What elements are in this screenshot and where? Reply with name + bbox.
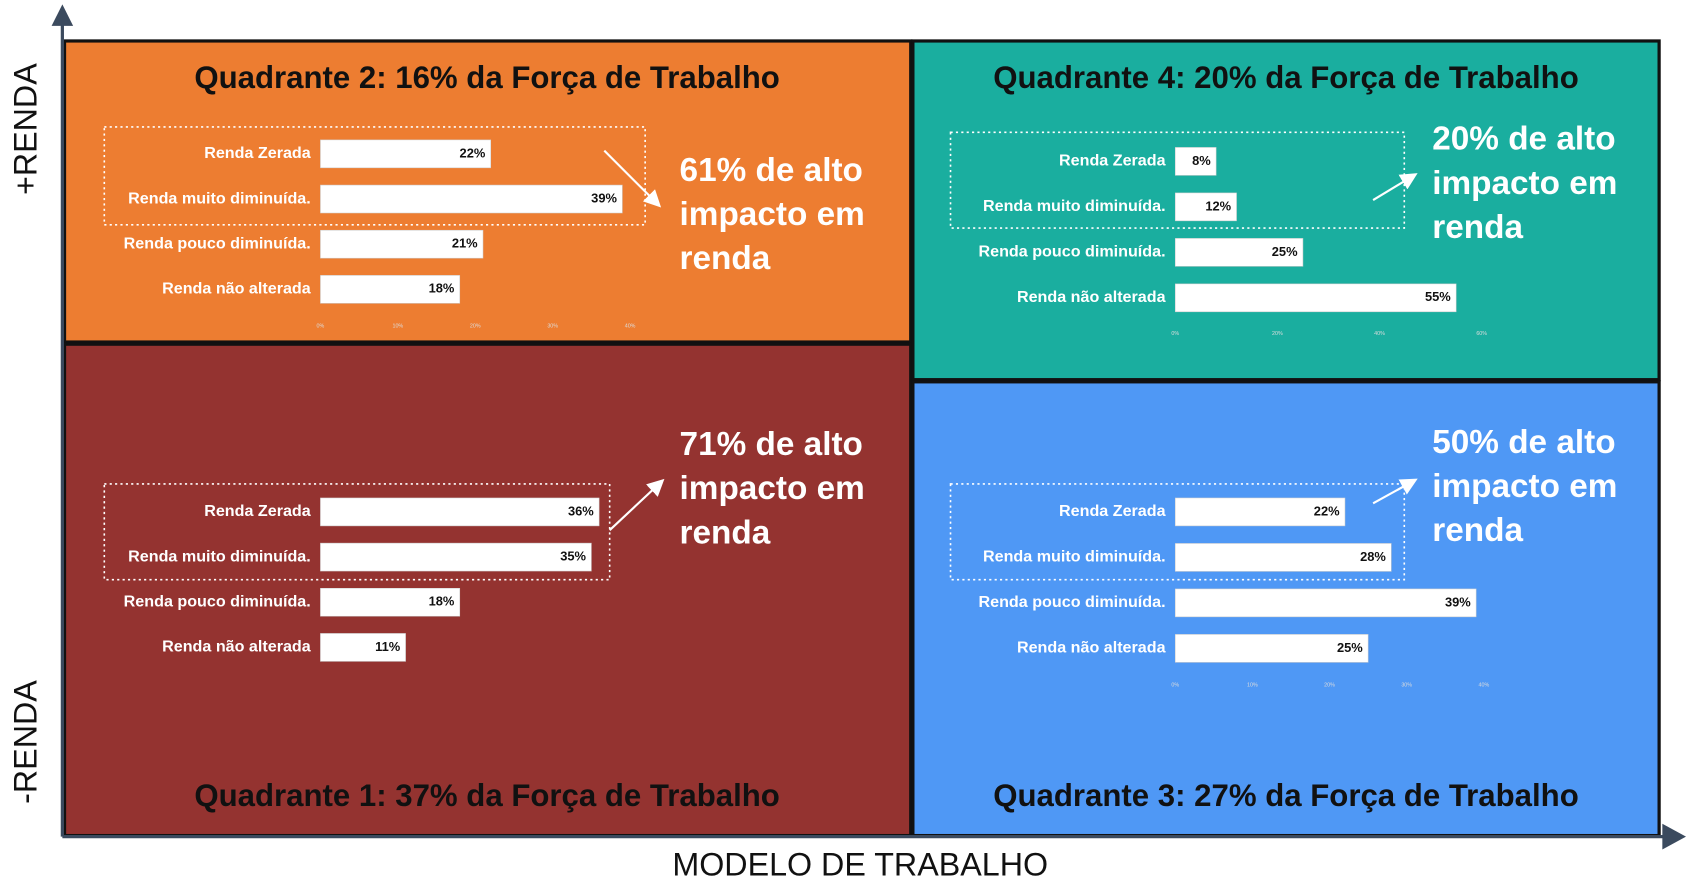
callout-arrow bbox=[1372, 173, 1418, 202]
value-label: 18% bbox=[429, 281, 455, 296]
value-label: 36% bbox=[568, 503, 594, 518]
value-label: 11% bbox=[375, 639, 401, 654]
callout-arrow bbox=[603, 149, 662, 208]
category-label: Renda Zerada bbox=[1059, 502, 1167, 520]
bar bbox=[320, 184, 623, 214]
bar bbox=[320, 633, 406, 662]
value-label: 18% bbox=[429, 594, 455, 609]
x-tick-label: 20% bbox=[1324, 682, 1335, 688]
bar bbox=[320, 275, 461, 304]
value-label: 39% bbox=[591, 190, 617, 205]
category-label: Renda pouco diminuída. bbox=[124, 593, 311, 611]
bar bbox=[1174, 634, 1369, 663]
bar bbox=[1174, 588, 1477, 618]
x-tick-label: 10% bbox=[1247, 682, 1258, 688]
x-tick-label: 40% bbox=[625, 323, 636, 329]
bar bbox=[1174, 497, 1346, 527]
highlight-box bbox=[949, 483, 1406, 581]
bar bbox=[1174, 192, 1237, 222]
category-label: Renda muito diminuída. bbox=[128, 547, 311, 565]
x-tick-label: 20% bbox=[470, 323, 481, 329]
x-tick-label: 40% bbox=[1478, 682, 1489, 688]
x-tick-label: 20% bbox=[1272, 331, 1283, 337]
category-label: Renda não alterada bbox=[162, 280, 312, 298]
highlight-box bbox=[103, 126, 646, 226]
bar bbox=[1174, 543, 1392, 572]
annotation: impacto em bbox=[680, 470, 865, 507]
category-label: Renda muito diminuída. bbox=[983, 548, 1166, 566]
category-label: Renda muito diminuída. bbox=[983, 197, 1166, 215]
bar bbox=[320, 542, 592, 572]
category-label: Renda Zerada bbox=[1059, 152, 1167, 170]
annotation: renda bbox=[680, 514, 771, 551]
annotation: renda bbox=[1432, 209, 1523, 246]
y-axis-arrow bbox=[51, 4, 74, 26]
value-label: 12% bbox=[1205, 198, 1231, 213]
x-tick-label: 0% bbox=[1171, 331, 1179, 337]
annotation: impacto em bbox=[1432, 165, 1617, 202]
value-label: 55% bbox=[1425, 289, 1451, 304]
quadrant-title: Quadrante 1: 37% da Força de Trabalho bbox=[194, 778, 780, 813]
category-label: Renda muito diminuída. bbox=[128, 189, 311, 207]
bar bbox=[320, 139, 492, 169]
value-label: 8% bbox=[1192, 153, 1211, 168]
category-label: Renda Zerada bbox=[204, 502, 312, 520]
highlight-box bbox=[103, 483, 611, 581]
x-tick-label: 30% bbox=[1401, 682, 1412, 688]
bar bbox=[1174, 147, 1217, 176]
category-label: Renda não alterada bbox=[162, 638, 312, 656]
x-tick-label: 40% bbox=[1374, 331, 1385, 337]
value-label: 25% bbox=[1272, 244, 1298, 259]
x-tick-label: 30% bbox=[547, 323, 558, 329]
bar bbox=[1174, 238, 1304, 267]
value-label: 28% bbox=[1360, 549, 1386, 564]
x-axis-label: MODELO DE TRABALHO bbox=[672, 846, 1048, 882]
callout-arrow bbox=[1372, 478, 1418, 505]
x-axis-arrow bbox=[1662, 823, 1686, 850]
annotation: impacto em bbox=[1432, 468, 1617, 505]
annotation: renda bbox=[1432, 512, 1523, 549]
bar bbox=[320, 229, 484, 259]
quadrant-title: Quadrante 2: 16% da Força de Trabalho bbox=[194, 60, 780, 95]
y-axis-bottom-label: -RENDA bbox=[7, 680, 43, 804]
x-tick-label: 10% bbox=[392, 323, 403, 329]
annotation: impacto em bbox=[680, 196, 865, 233]
y-axis-top-label: +RENDA bbox=[7, 63, 43, 195]
callout-arrow bbox=[608, 478, 665, 531]
value-label: 22% bbox=[460, 145, 486, 160]
value-label: 25% bbox=[1337, 640, 1363, 655]
annotation: renda bbox=[680, 240, 771, 277]
annotation: 20% de alto bbox=[1432, 121, 1615, 158]
quadrant bbox=[62, 342, 913, 838]
annotation: 71% de alto bbox=[680, 426, 863, 463]
category-label: Renda pouco diminuída. bbox=[124, 234, 311, 252]
category-label: Renda pouco diminuída. bbox=[979, 243, 1166, 261]
category-label: Renda Zerada bbox=[204, 144, 312, 162]
value-label: 21% bbox=[452, 236, 478, 251]
bar bbox=[320, 497, 600, 527]
quadrant bbox=[911, 39, 1661, 382]
value-label: 22% bbox=[1314, 503, 1340, 518]
x-tick-label: 0% bbox=[317, 323, 325, 329]
value-label: 35% bbox=[560, 548, 586, 563]
x-tick-label: 60% bbox=[1476, 331, 1487, 337]
bar bbox=[1174, 283, 1457, 313]
annotation: 50% de alto bbox=[1432, 424, 1615, 461]
category-label: Renda não alterada bbox=[1017, 288, 1167, 306]
category-label: Renda não alterada bbox=[1017, 639, 1167, 657]
annotation: 61% de alto bbox=[680, 152, 863, 189]
category-label: Renda pouco diminuída. bbox=[979, 593, 1166, 611]
quadrant-title: Quadrante 4: 20% da Força de Trabalho bbox=[993, 60, 1579, 95]
value-label: 39% bbox=[1445, 594, 1471, 609]
bar bbox=[320, 588, 461, 617]
quadrant-title: Quadrante 3: 27% da Força de Trabalho bbox=[993, 778, 1579, 813]
x-tick-label: 0% bbox=[1171, 682, 1179, 688]
